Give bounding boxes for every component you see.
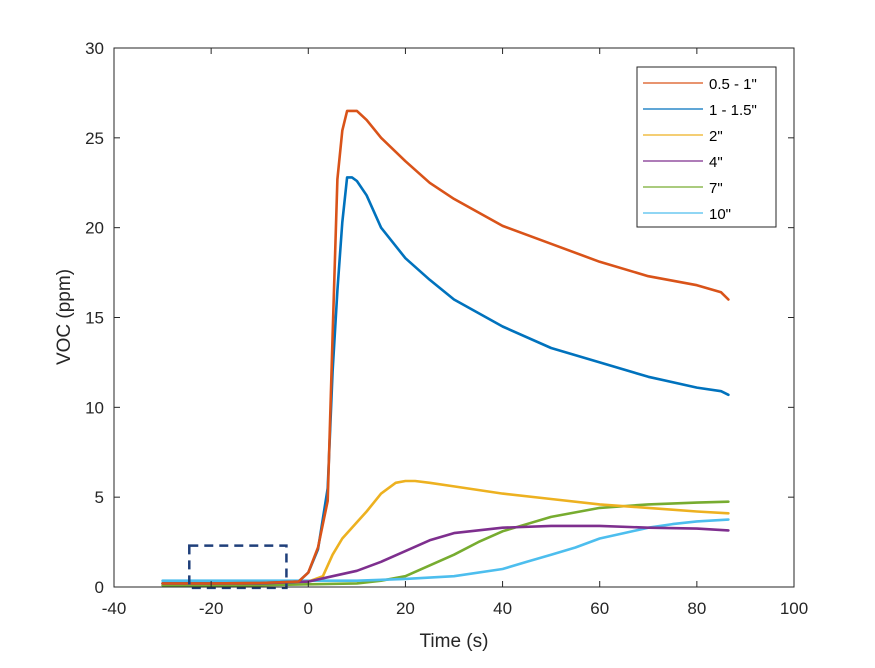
series-layer bbox=[161, 109, 730, 587]
x-tick-label: -40 bbox=[102, 599, 127, 618]
legend-items: 0.5 - 1" 1 - 1.5" 2" 4" 7" 10" bbox=[643, 76, 757, 223]
legend: 0.5 - 1" 1 - 1.5" 2" 4" 7" 10" bbox=[636, 66, 777, 228]
x-axis-label: Time (s) bbox=[420, 631, 489, 652]
y-tick-label: 30 bbox=[85, 39, 104, 58]
y-tick-label: 25 bbox=[85, 129, 104, 148]
x-tick-label: 40 bbox=[493, 599, 512, 618]
x-tick-label: 20 bbox=[396, 599, 415, 618]
y-tick-label: 15 bbox=[85, 309, 104, 328]
legend-box bbox=[636, 66, 777, 228]
y-tick-label: 5 bbox=[95, 488, 104, 507]
tick-layer: -40 -20 0 20 40 60 80 100 0 5 10 15 20 25 30 bbox=[85, 39, 808, 618]
y-tick-label: 10 bbox=[85, 398, 104, 417]
dashed-highlight-box bbox=[188, 544, 288, 590]
x-tick-label: 60 bbox=[590, 599, 609, 618]
legend-label: 10" bbox=[709, 206, 731, 223]
x-tick-label: -20 bbox=[199, 599, 224, 618]
legend-label: 7" bbox=[709, 180, 723, 197]
annotation-layer bbox=[188, 544, 288, 590]
y-tick-label: 20 bbox=[85, 219, 104, 238]
legend-label: 1 - 1.5" bbox=[709, 102, 757, 119]
y-tick-label: 0 bbox=[95, 578, 104, 597]
y-axis-label: VOC (ppm) bbox=[54, 269, 75, 365]
legend-label: 4" bbox=[709, 154, 723, 171]
legend-label: 0.5 - 1" bbox=[709, 76, 757, 93]
x-tick-label: 100 bbox=[780, 599, 808, 618]
legend-label: 2" bbox=[709, 128, 723, 145]
series-line bbox=[161, 109, 730, 585]
x-tick-label: 0 bbox=[304, 599, 313, 618]
x-tick-label: 80 bbox=[687, 599, 706, 618]
